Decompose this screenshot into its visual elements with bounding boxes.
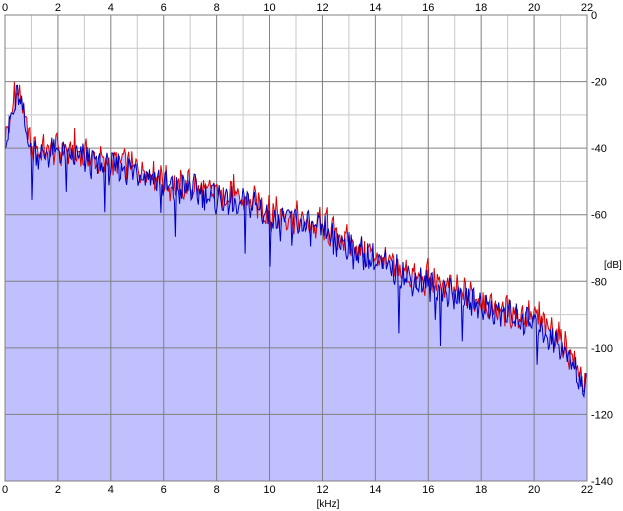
x-top-tick-label: 22 xyxy=(581,2,593,14)
y-tick-label: -120 xyxy=(591,409,613,421)
x-bottom-tick-label: 2 xyxy=(55,484,61,496)
x-bottom-tick-label: 18 xyxy=(475,484,487,496)
x-top-tick-label: 8 xyxy=(214,2,220,14)
x-bottom-tick-label: 16 xyxy=(422,484,434,496)
y-tick-label: -20 xyxy=(591,77,607,89)
x-bottom-tick-label: 8 xyxy=(214,484,220,496)
series-line-2 xyxy=(4,84,588,399)
plot-frame xyxy=(4,14,588,482)
y-tick-label: 0 xyxy=(591,10,597,22)
x-top-tick-labels: 0 2 4 6 8 10 12 14 16 18 20 22 xyxy=(2,2,593,14)
x-bottom-tick-labels: 0 2 4 6 8 10 12 14 16 18 20 22 xyxy=(2,484,593,496)
x-bottom-tick-label: 20 xyxy=(528,484,540,496)
x-bottom-tick-label: 6 xyxy=(161,484,167,496)
x-bottom-tick-label: 14 xyxy=(369,484,381,496)
y-tick-label: -100 xyxy=(591,343,613,355)
x-bottom-tick-label: 10 xyxy=(263,484,275,496)
x-top-tick-label: 4 xyxy=(108,2,114,14)
x-top-tick-label: 12 xyxy=(316,2,328,14)
y-axis-label: [dB] xyxy=(604,260,622,271)
x-top-tick-label: 10 xyxy=(263,2,275,14)
x-top-tick-label: 20 xyxy=(528,2,540,14)
x-top-tick-label: 0 xyxy=(2,2,8,14)
y-tick-label: -80 xyxy=(591,276,607,288)
x-top-tick-label: 18 xyxy=(475,2,487,14)
series-lines xyxy=(4,81,588,399)
x-top-tick-label: 6 xyxy=(161,2,167,14)
x-top-tick-label: 2 xyxy=(55,2,61,14)
y-tick-label: -40 xyxy=(591,143,607,155)
x-top-tick-label: 14 xyxy=(369,2,381,14)
x-bottom-tick-label: 22 xyxy=(581,484,593,496)
y-tick-label: -60 xyxy=(591,210,607,222)
x-bottom-tick-label: 0 xyxy=(2,484,8,496)
x-top-tick-label: 16 xyxy=(422,2,434,14)
x-bottom-tick-label: 4 xyxy=(108,484,114,496)
y-tick-labels: 0 -20 -40 -60 -80 -100 -120 -140 xyxy=(591,10,613,488)
x-axis-label: [kHz] xyxy=(317,499,340,510)
x-bottom-tick-label: 12 xyxy=(316,484,328,496)
y-tick-label: -140 xyxy=(591,476,613,488)
